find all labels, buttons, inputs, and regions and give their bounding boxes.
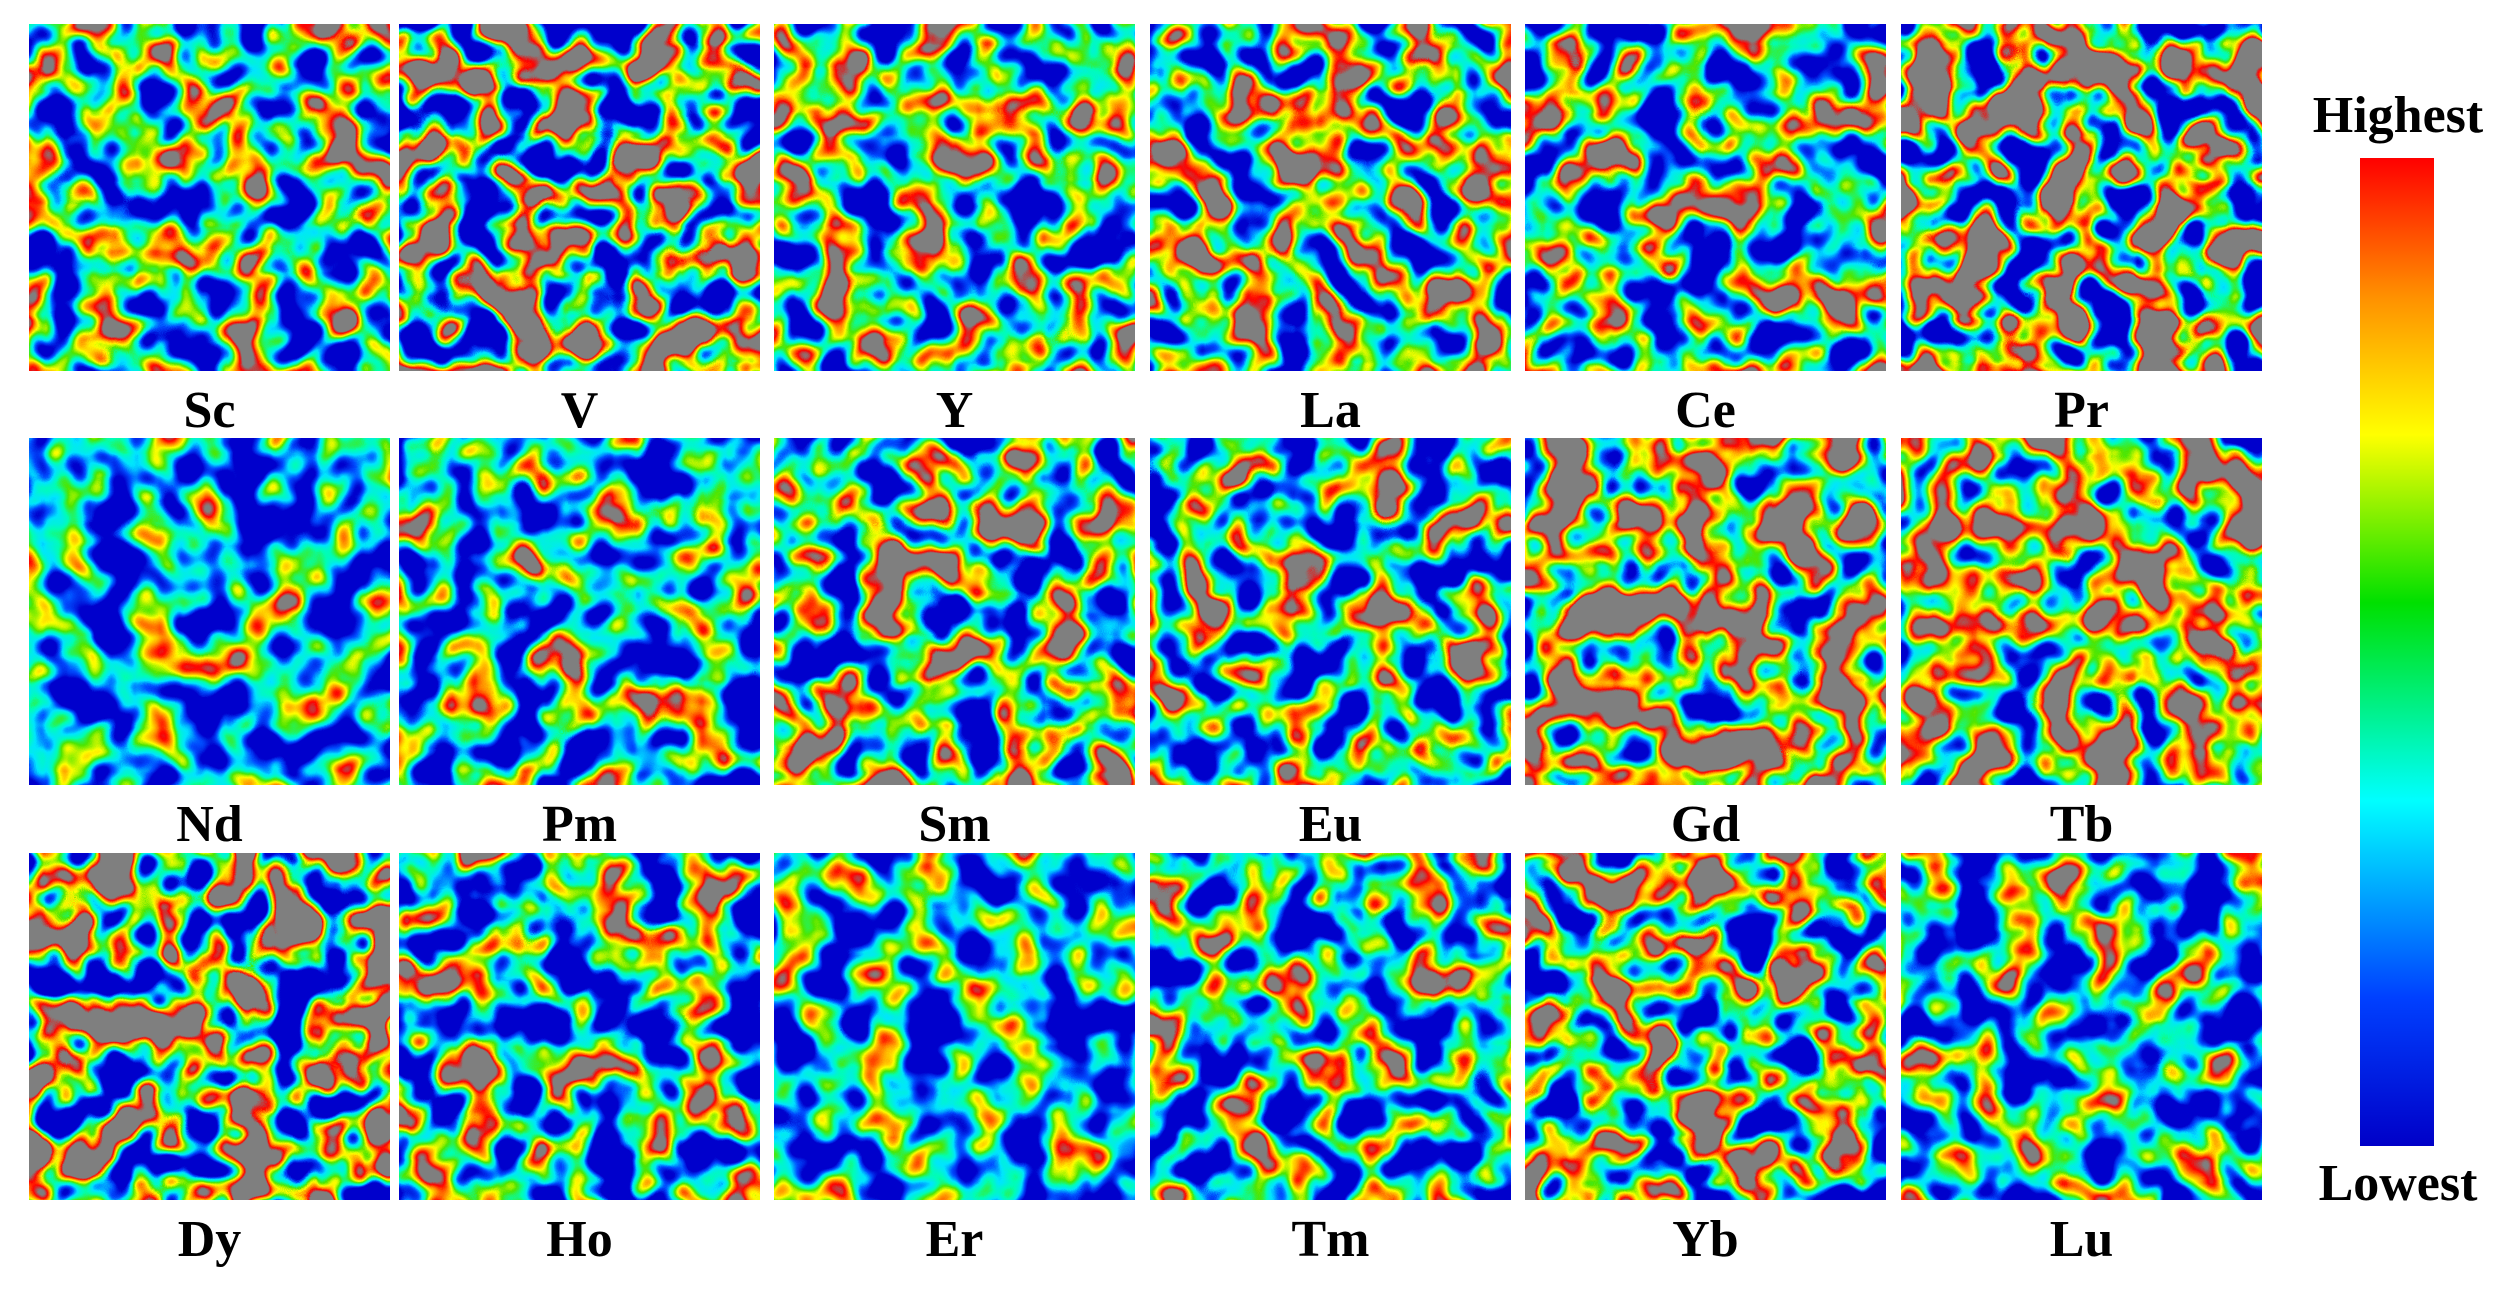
panel-label: Gd	[1671, 796, 1740, 853]
heatmap	[774, 24, 1135, 371]
colorbar-min-label: Lowest	[2319, 1155, 2479, 1212]
heatmap	[1150, 24, 1511, 371]
panel-label: V	[561, 382, 599, 439]
panel-label: Dy	[178, 1211, 242, 1268]
heatmap	[399, 24, 760, 371]
colorbar	[2360, 158, 2434, 1146]
heatmap	[399, 438, 760, 785]
heatmap	[1525, 853, 1886, 1200]
panel-label: Tb	[2050, 796, 2114, 853]
heatmap	[1150, 438, 1511, 785]
panel-label: Sm	[918, 796, 990, 853]
panel-label: Yb	[1672, 1211, 1738, 1268]
panel-label: Lu	[2050, 1211, 2114, 1268]
panel-label: Tm	[1292, 1211, 1370, 1268]
heatmap	[774, 438, 1135, 785]
heatmap	[29, 24, 390, 371]
panel-label: Y	[936, 382, 974, 439]
panel-label: Pm	[542, 796, 617, 853]
panel-label: Nd	[176, 796, 243, 853]
heatmap	[399, 853, 760, 1200]
heatmap	[1150, 853, 1511, 1200]
heatmap	[1901, 438, 2262, 785]
panel-label: Ce	[1675, 382, 1736, 439]
heatmap	[29, 438, 390, 785]
panel-label: Pr	[2054, 382, 2109, 439]
panel-label: La	[1300, 382, 1361, 439]
panel-label: Er	[926, 1211, 984, 1268]
panel-label: Ho	[546, 1211, 612, 1268]
heatmap	[1901, 24, 2262, 371]
colorbar-max-label: Highest	[2313, 87, 2484, 144]
panel-label: Eu	[1299, 796, 1363, 853]
heatmap	[1525, 24, 1886, 371]
heatmap	[29, 853, 390, 1200]
panel-label: Sc	[184, 382, 236, 439]
heatmap	[1901, 853, 2262, 1200]
heatmap	[774, 853, 1135, 1200]
heatmap	[1525, 438, 1886, 785]
